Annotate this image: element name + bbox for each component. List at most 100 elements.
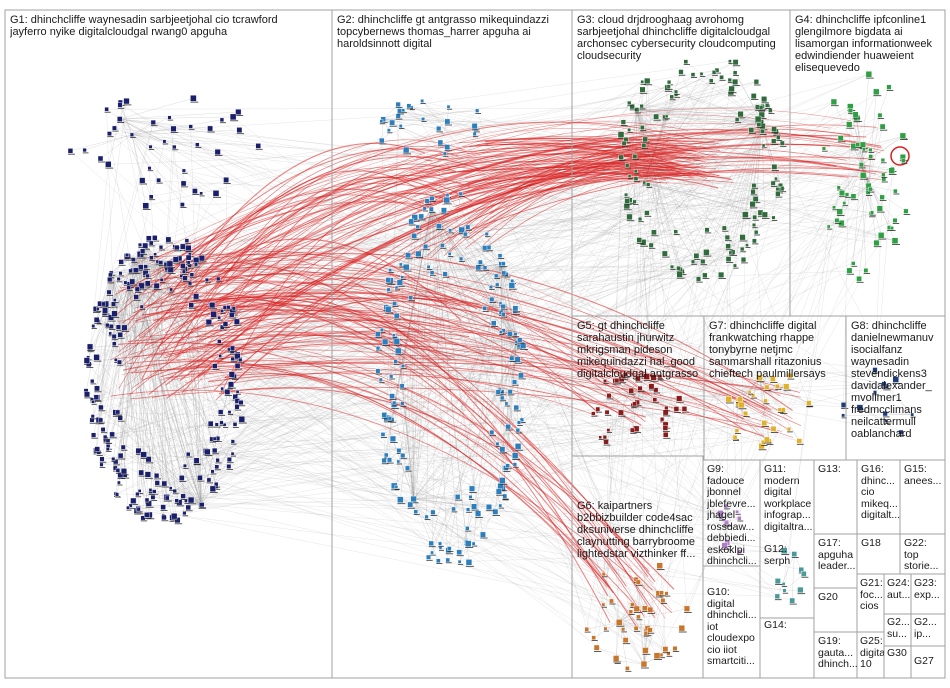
- vertex: [879, 194, 885, 200]
- edge-gray: [679, 274, 768, 440]
- edge-gray: [101, 396, 393, 465]
- vertex-label-mark: [448, 232, 454, 234]
- vertex-label-mark: [195, 147, 202, 148]
- vertex-label-mark: [846, 127, 855, 129]
- vertex: [754, 115, 762, 123]
- vertex-label-mark: [227, 351, 233, 353]
- vertex: [666, 651, 671, 656]
- vertex: [216, 276, 221, 281]
- vertex: [424, 514, 429, 519]
- group-label-g5: G5: gt dhinchcliffe sarahaustin jhurwitz…: [577, 320, 699, 380]
- vertex-label-mark: [770, 382, 778, 383]
- vertex-label-mark: [185, 251, 194, 252]
- vertex-label-mark: [636, 584, 643, 586]
- edge-gray: [119, 118, 174, 129]
- vertex-label-mark: [387, 462, 394, 464]
- vertex: [458, 226, 465, 234]
- edge-gray: [408, 105, 448, 122]
- vertex: [653, 113, 660, 120]
- edge-gray: [195, 461, 414, 500]
- edge-gray: [99, 259, 134, 304]
- vertex-label-mark: [700, 264, 708, 266]
- vertex-label-mark: [394, 318, 402, 320]
- vertex: [728, 59, 732, 63]
- vertex: [842, 201, 847, 205]
- vertex: [400, 453, 406, 459]
- edge-gray: [619, 622, 669, 654]
- vertex: [222, 423, 227, 427]
- vertex-label-mark: [603, 630, 610, 632]
- vertex: [737, 111, 744, 118]
- edge-gray: [734, 72, 762, 122]
- edge-gray: [586, 622, 620, 630]
- vertex-label-mark: [138, 247, 144, 248]
- vertex: [112, 465, 118, 471]
- vertex: [387, 128, 391, 133]
- vertex: [891, 237, 899, 244]
- edge-gray: [646, 121, 762, 214]
- vertex: [137, 264, 144, 271]
- vertex-label-mark: [174, 503, 181, 504]
- edge-gray: [232, 441, 387, 456]
- vertex: [162, 139, 167, 144]
- vertex: [229, 345, 235, 351]
- vertex: [761, 96, 768, 103]
- edge-gray: [201, 441, 233, 505]
- vertex: [230, 439, 235, 444]
- edge-gray: [833, 164, 862, 208]
- vertex-label-mark: [505, 468, 512, 470]
- edge-gray: [120, 74, 869, 274]
- vertex-label-mark: [234, 403, 242, 405]
- vertex: [664, 405, 669, 411]
- vertex: [105, 438, 111, 443]
- edge-gray: [127, 254, 161, 263]
- edge-gray: [131, 134, 218, 153]
- vertex-label-mark: [841, 408, 849, 409]
- vertex: [397, 108, 403, 114]
- vertex-label-mark: [680, 274, 687, 275]
- vertex: [775, 187, 780, 191]
- vertex: [153, 252, 157, 256]
- edge-gray: [636, 91, 731, 110]
- vertex-label-mark: [443, 155, 449, 157]
- vertex-label-mark: [732, 85, 740, 86]
- vertex-label-mark: [748, 393, 754, 395]
- edge-gray: [201, 451, 208, 505]
- edge-gray: [117, 259, 134, 471]
- vertex-label-mark: [831, 105, 839, 107]
- edge-gray: [128, 284, 207, 452]
- vertex: [801, 571, 807, 577]
- vertex-label-mark: [630, 432, 637, 434]
- vertex-label-mark: [150, 500, 158, 501]
- vertex-label-mark: [771, 220, 778, 221]
- vertex-label-mark: [389, 399, 397, 400]
- vertex-label-mark: [507, 336, 515, 338]
- edge-red: [416, 145, 667, 159]
- edge-gray: [604, 380, 620, 623]
- vertex-label-mark: [381, 417, 389, 419]
- vertex: [774, 593, 780, 599]
- edge-gray: [119, 111, 239, 120]
- vertex-label-mark: [395, 354, 404, 356]
- vertex: [764, 436, 770, 443]
- vertex: [165, 236, 172, 243]
- edge-gray: [642, 242, 666, 650]
- edge-gray: [516, 214, 765, 343]
- vertex-label-mark: [236, 393, 242, 395]
- vertex: [740, 246, 745, 252]
- edge-gray: [396, 287, 728, 544]
- vertex-label-mark: [643, 380, 652, 381]
- vertex: [774, 578, 781, 585]
- vertex: [727, 77, 732, 82]
- vertex-label-mark: [121, 331, 130, 332]
- vertex: [229, 113, 237, 121]
- vertex: [385, 277, 391, 283]
- vertex-label-mark: [172, 493, 179, 495]
- edge-gray: [431, 263, 502, 544]
- edge-gray: [604, 245, 652, 382]
- vertex-label-mark: [733, 75, 740, 76]
- edge-red: [466, 165, 700, 241]
- vertex: [140, 515, 146, 521]
- vertex-label-mark: [725, 249, 733, 251]
- vertex-label-mark: [709, 83, 716, 84]
